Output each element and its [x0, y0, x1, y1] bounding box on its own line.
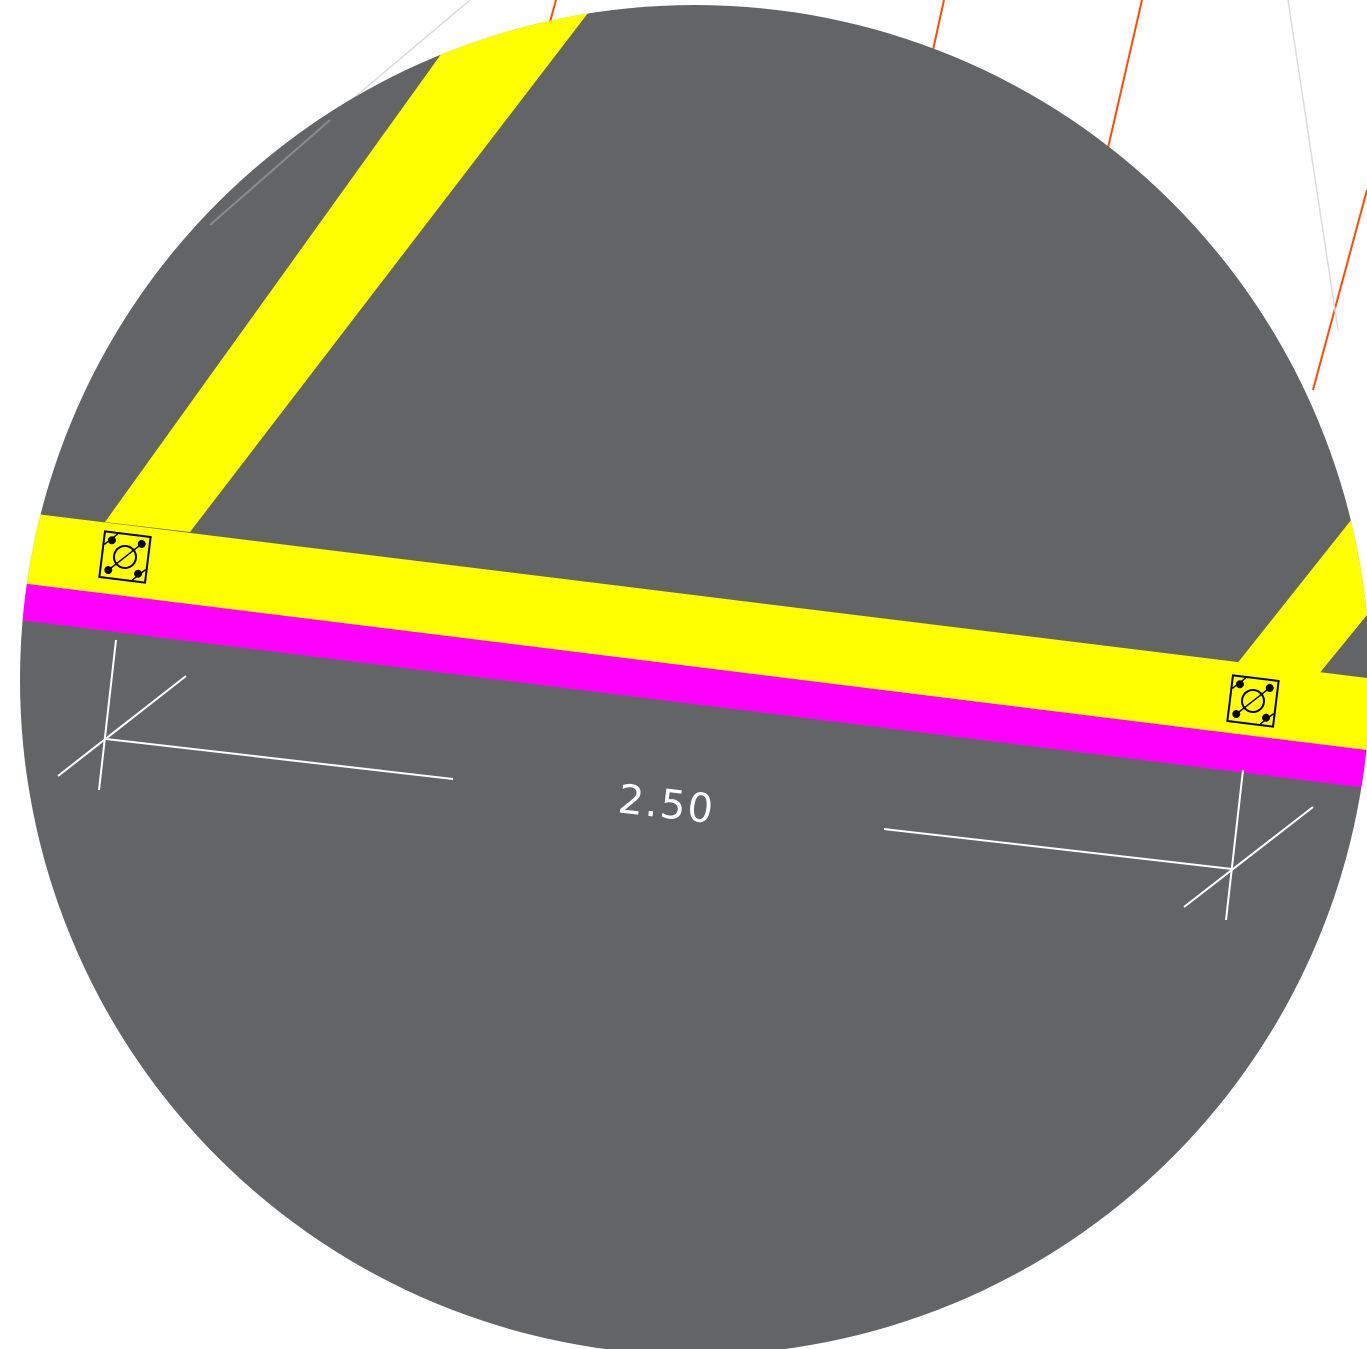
edge-line — [209, 119, 331, 226]
edge-band — [20, 582, 1367, 788]
dimension-lines — [57, 639, 1314, 921]
dimension-label: 2.50 — [616, 776, 718, 833]
main-beam — [20, 512, 1367, 750]
hatch-lines — [549, 0, 1367, 391]
column-marker-icon — [98, 530, 152, 584]
diagonal-beam-left — [105, 5, 598, 532]
column-marker-icon — [1226, 674, 1280, 728]
diagonal-beam-right — [1236, 500, 1367, 675]
